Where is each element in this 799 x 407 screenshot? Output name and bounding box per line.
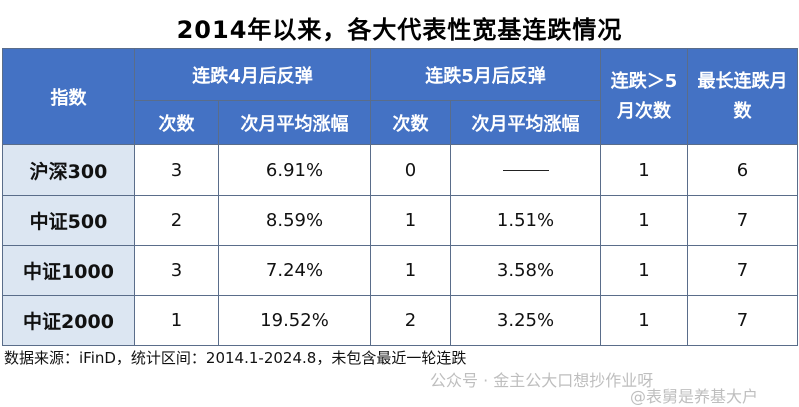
header-index: 指数 bbox=[2, 48, 135, 145]
cell-avg-5m bbox=[450, 144, 601, 196]
header-group-5m: 连跌5月后反弹 bbox=[370, 48, 601, 101]
cell-avg-4m: 19.52% bbox=[218, 295, 371, 346]
cell-times-5m: 2 bbox=[370, 295, 451, 346]
cell-times-4m: 3 bbox=[134, 245, 219, 296]
source-note: 数据来源：iFinD，统计区间：2014.1-2024.8，未包含最近一轮连跌 bbox=[4, 349, 467, 367]
cell-avg-4m: 7.24% bbox=[218, 245, 371, 296]
header-group-4m: 连跌4月后反弹 bbox=[134, 48, 371, 101]
cell-longest: 7 bbox=[687, 245, 798, 296]
cell-avg-5m: 1.51% bbox=[450, 195, 601, 246]
row-index-name: 中证2000 bbox=[2, 295, 135, 346]
table-row: 中证2000 1 19.52% 2 3.25% 1 7 bbox=[2, 295, 798, 346]
empty-dash bbox=[502, 170, 549, 171]
cell-longest: 7 bbox=[687, 295, 798, 346]
watermark-official-account: 公众号 · 金主公大口想抄作业呀 bbox=[430, 371, 654, 390]
cell-times-5m: 0 bbox=[370, 144, 451, 196]
cell-over5: 1 bbox=[600, 245, 688, 296]
cell-times-4m: 3 bbox=[134, 144, 219, 196]
cell-over5: 1 bbox=[600, 144, 688, 196]
header-over5: 连跌＞5月次数 bbox=[600, 48, 688, 145]
cell-avg-5m: 3.58% bbox=[450, 245, 601, 296]
table-row: 中证1000 3 7.24% 1 3.58% 1 7 bbox=[2, 245, 798, 296]
cell-longest: 6 bbox=[687, 144, 798, 196]
cell-times-5m: 1 bbox=[370, 245, 451, 296]
header-times-5m: 次数 bbox=[370, 100, 451, 145]
header-times-4m: 次数 bbox=[134, 100, 219, 145]
header-avg-5m: 次月平均涨幅 bbox=[450, 100, 601, 145]
cell-over5: 1 bbox=[600, 195, 688, 246]
row-index-name: 中证1000 bbox=[2, 245, 135, 296]
table-row: 中证500 2 8.59% 1 1.51% 1 7 bbox=[2, 195, 798, 246]
table-title: 2014年以来，各大代表性宽基连跌情况 bbox=[176, 16, 623, 44]
header-over5-text: 连跌＞5月次数 bbox=[610, 70, 678, 122]
cell-longest: 7 bbox=[687, 195, 798, 246]
cell-avg-4m: 8.59% bbox=[218, 195, 371, 246]
watermark-author: @表舅是养基大户 bbox=[630, 387, 759, 406]
row-index-name: 沪深300 bbox=[2, 144, 135, 196]
cell-avg-4m: 6.91% bbox=[218, 144, 371, 196]
cell-avg-5m: 3.25% bbox=[450, 295, 601, 346]
cell-times-5m: 1 bbox=[370, 195, 451, 246]
cell-over5: 1 bbox=[600, 295, 688, 346]
index-decline-table: 指数 连跌4月后反弹 连跌5月后反弹 连跌＞5月次数 最长连跌月数 次数 次月平… bbox=[2, 48, 798, 346]
table-row: 沪深300 3 6.91% 0 1 6 bbox=[2, 144, 798, 196]
header-longest: 最长连跌月数 bbox=[687, 48, 798, 145]
cell-times-4m: 1 bbox=[134, 295, 219, 346]
cell-times-4m: 2 bbox=[134, 195, 219, 246]
row-index-name: 中证500 bbox=[2, 195, 135, 246]
header-longest-text: 最长连跌月数 bbox=[697, 70, 788, 122]
header-avg-4m: 次月平均涨幅 bbox=[218, 100, 371, 145]
